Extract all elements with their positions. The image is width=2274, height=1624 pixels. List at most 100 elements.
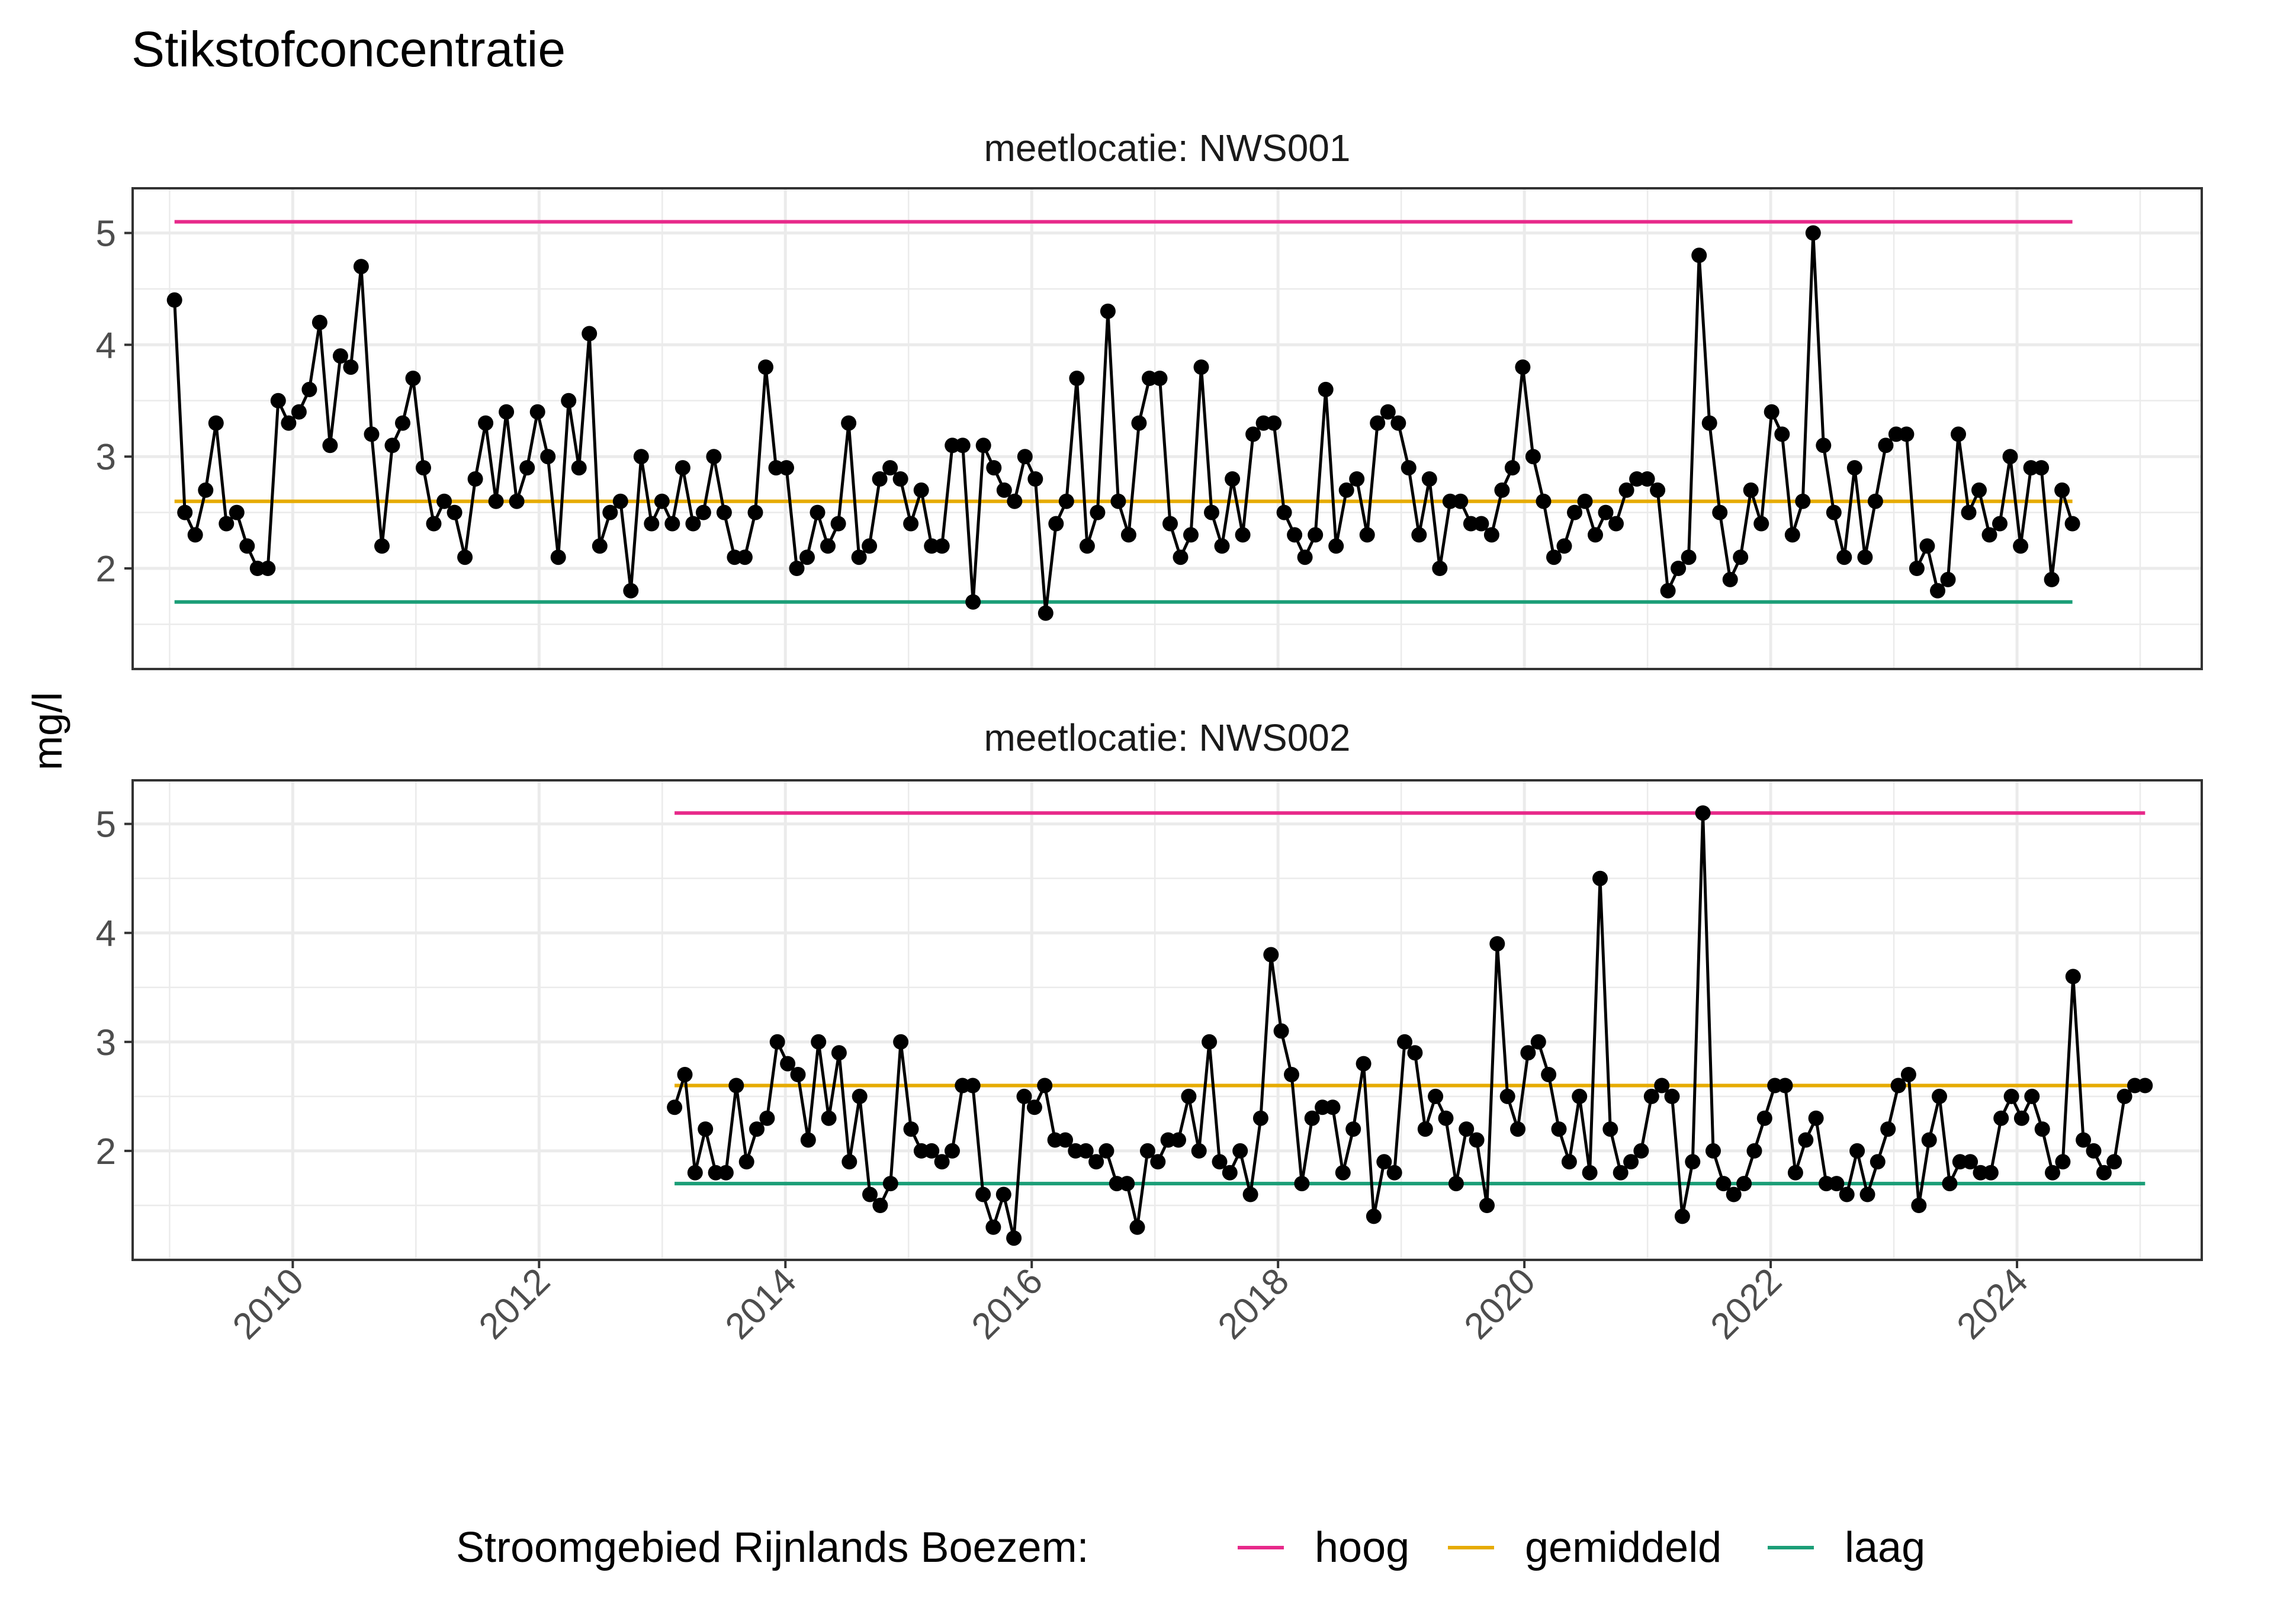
y-tick-label: 4 [96,325,116,366]
data-point [985,1219,1001,1235]
data-point [2013,538,2029,554]
data-point [1090,504,1106,520]
data-point [1489,936,1505,952]
data-point [1129,1219,1145,1235]
data-point [1100,303,1116,319]
data-point [758,359,773,375]
data-point [1401,460,1417,476]
data-point [311,314,327,330]
data-point [550,549,566,565]
data-point [1453,493,1469,509]
data-point [1510,1121,1525,1137]
data-point [1743,482,1759,498]
y-tick-label: 3 [96,437,116,478]
data-point [1733,549,1749,565]
data-point [789,561,805,576]
data-point [1919,538,1935,554]
data-point [208,415,224,431]
data-point [1390,415,1406,431]
data-point [571,460,587,476]
data-point [1119,1176,1135,1192]
data-point [1836,549,1852,565]
data-point [903,516,919,532]
data-point [706,449,722,465]
data-point [1716,1176,1732,1192]
data-point [426,516,442,532]
data-point [529,404,545,420]
data-point [1971,482,1987,498]
data-point [467,471,483,487]
data-point [582,326,598,342]
data-point [2044,571,2060,587]
data-point [1546,549,1562,565]
y-tick-label: 5 [96,214,116,255]
data-point [1992,516,2008,532]
data-point [892,471,908,487]
data-point [499,404,515,420]
data-point [1556,538,1572,554]
data-point [384,438,400,454]
data-point [862,1186,878,1202]
data-point [1026,1099,1042,1115]
data-point [1110,493,1126,509]
data-point [820,538,836,554]
data-point [1370,415,1386,431]
x-tick-label: 2018 [1210,1260,1297,1347]
data-point [913,482,929,498]
data-point [2024,1088,2040,1104]
data-point [1681,549,1697,565]
data-point [1808,1110,1824,1126]
data-point [198,482,214,498]
data-point [841,415,857,431]
data-point [1878,438,1894,454]
data-point [996,482,1012,498]
data-point [1328,538,1344,554]
data-point [1202,1034,1218,1050]
data-point [759,1110,775,1126]
data-point [1685,1154,1701,1170]
data-point [1222,1165,1238,1181]
data-point [1214,538,1230,554]
legend-label-laag: laag [1845,1524,1925,1571]
data-point [1530,1034,1546,1050]
data-point [1225,471,1241,487]
data-point [1504,460,1520,476]
data-point [1525,449,1541,465]
data-point [1753,516,1769,532]
data-point [924,1143,940,1159]
data-point [1664,1088,1680,1104]
data-point [2137,1078,2153,1094]
data-point [1294,1176,1310,1192]
data-point [260,561,276,576]
data-point [882,1176,898,1192]
data-point [851,549,867,565]
data-point [187,527,203,543]
data-point [1006,1230,1022,1246]
data-point [2055,1154,2071,1170]
data-point [1764,404,1780,420]
data-point [737,549,753,565]
data-point [1857,549,1873,565]
data-point [841,1154,857,1170]
panel-2: meetlocatie: NWS002 2 3 4 5 [96,716,2203,1262]
data-point [1643,1088,1659,1104]
data-point [1407,1045,1423,1061]
data-point [1448,1176,1464,1192]
data-point [1048,516,1064,532]
data-point [2013,1110,2029,1126]
x-tick-label: 2014 [718,1260,804,1347]
data-point [986,460,1002,476]
data-point [2034,1121,2050,1137]
data-point [1152,371,1168,386]
data-point [811,1034,827,1050]
data-point [457,549,473,565]
data-point [1069,371,1085,386]
data-point [1691,247,1707,263]
data-point [1993,1110,2009,1126]
data-point [799,549,815,565]
data-point [1909,561,1925,576]
data-point [1846,460,1862,476]
data-point [2076,1132,2092,1148]
